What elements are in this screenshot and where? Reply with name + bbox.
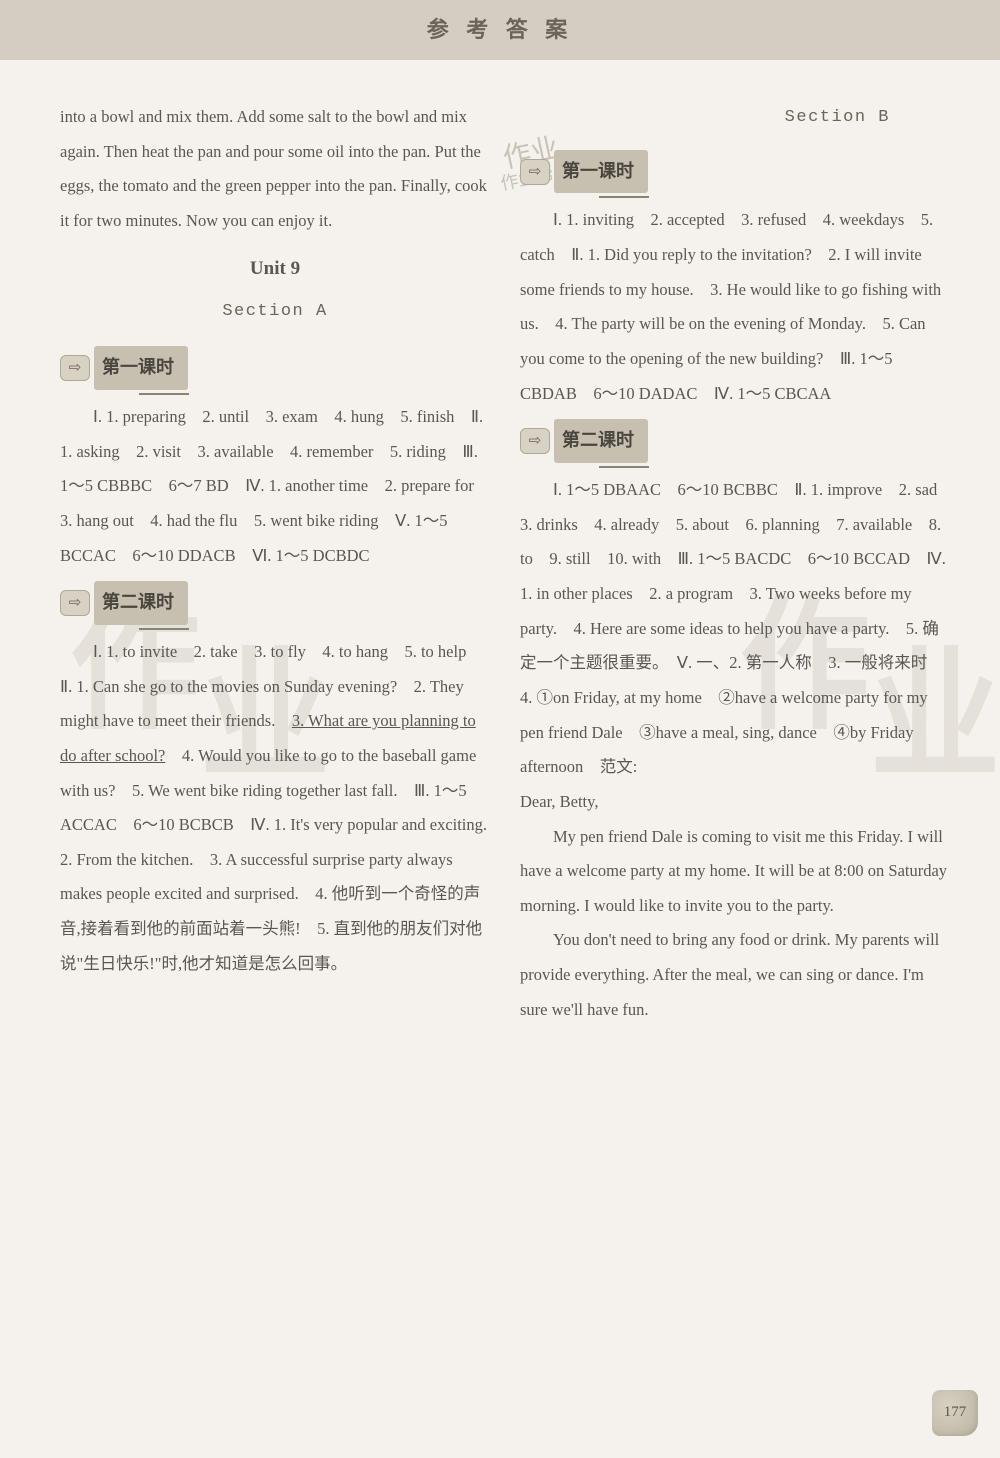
- page-number-badge: 177: [932, 1390, 978, 1436]
- lesson1-label: 第一课时: [94, 346, 188, 390]
- section-b-label: Section B: [520, 100, 950, 136]
- letter-greeting: Dear, Betty,: [520, 785, 950, 820]
- arrow-icon: ⇨: [60, 590, 90, 616]
- lesson1-body: Ⅰ. 1. preparing 2. until 3. exam 4. hung…: [60, 400, 490, 573]
- lesson1-label: 第一课时: [554, 150, 648, 194]
- lesson2-label: 第二课时: [94, 581, 188, 625]
- lesson-tag: ⇨ 第一课时: [60, 346, 188, 390]
- section-a-label: Section A: [60, 294, 490, 330]
- arrow-icon: ⇨: [520, 428, 550, 454]
- l2-body-b: 4. Would you like to go to the baseball …: [60, 746, 504, 973]
- unit-title: Unit 9: [60, 249, 490, 289]
- lesson1-body: Ⅰ. 1. inviting 2. accepted 3. refused 4.…: [520, 203, 950, 411]
- arrow-icon: ⇨: [60, 355, 90, 381]
- arrow-icon: ⇨: [520, 159, 550, 185]
- lesson2-body: Ⅰ. 1～5 DBAAC 6～10 BCBBC Ⅱ. 1. improve 2.…: [520, 473, 950, 785]
- page-header: 参 考 答 案: [0, 0, 1000, 60]
- right-column: Section B ⇨ 第一课时 Ⅰ. 1. inviting 2. accep…: [520, 100, 950, 1027]
- lesson2-body: Ⅰ. 1. to invite 2. take 3. to fly 4. to …: [60, 635, 490, 981]
- left-column: into a bowl and mix them. Add some salt …: [60, 100, 490, 1027]
- lesson-tag: ⇨ 第二课时: [520, 419, 648, 463]
- lesson-tag: ⇨ 第一课时: [520, 150, 648, 194]
- intro-paragraph: into a bowl and mix them. Add some salt …: [60, 100, 490, 239]
- letter-paragraph2: You don't need to bring any food or drin…: [520, 923, 950, 1027]
- lesson-tag: ⇨ 第二课时: [60, 581, 188, 625]
- content-area: into a bowl and mix them. Add some salt …: [0, 60, 1000, 1027]
- letter-paragraph1: My pen friend Dale is coming to visit me…: [520, 820, 950, 924]
- lesson2-label: 第二课时: [554, 419, 648, 463]
